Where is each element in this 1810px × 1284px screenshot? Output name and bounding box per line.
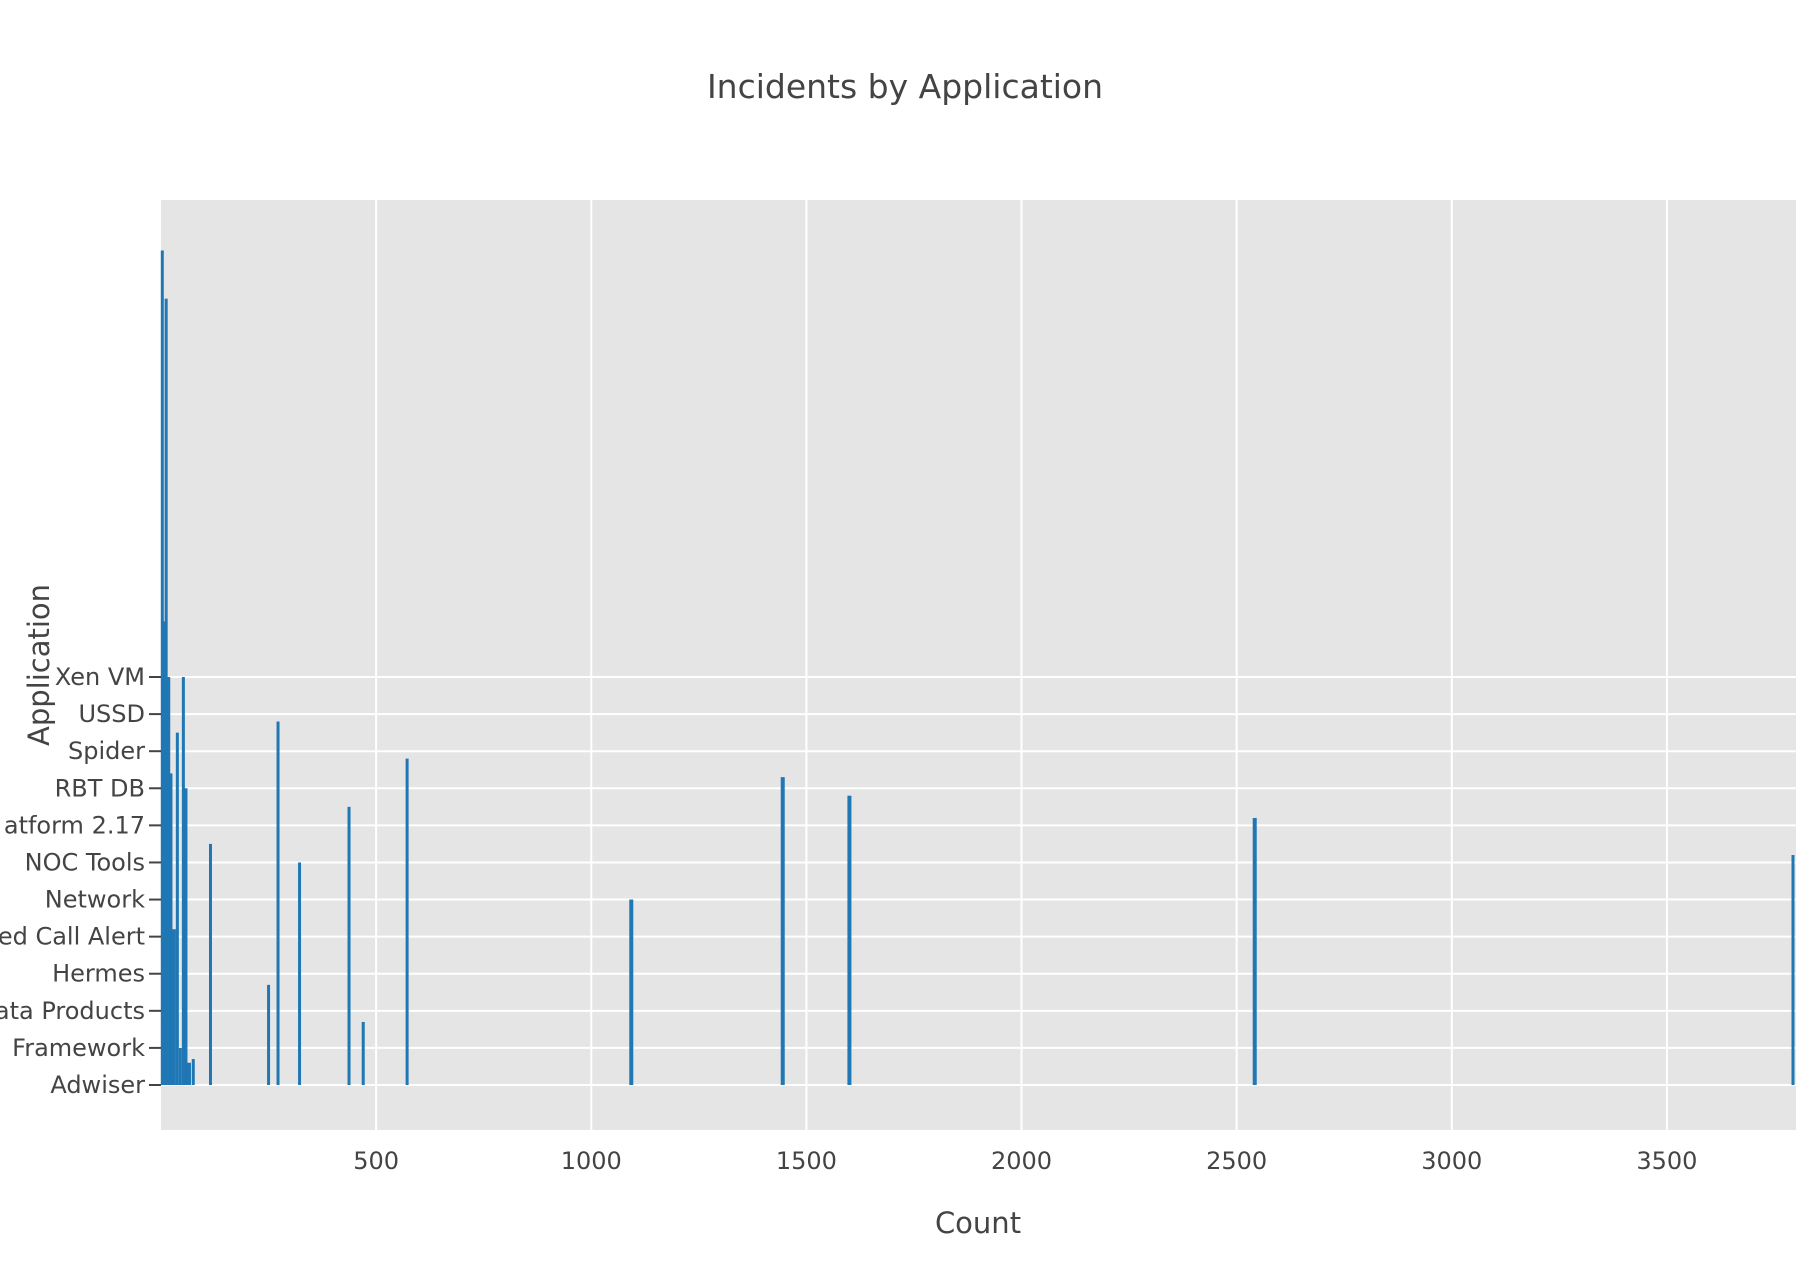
bar xyxy=(178,1047,182,1085)
bar xyxy=(191,1059,195,1085)
bar xyxy=(780,777,785,1085)
bar xyxy=(1791,855,1795,1085)
bar xyxy=(181,677,185,1085)
bar xyxy=(347,806,351,1085)
chart-title: Incidents by Application xyxy=(707,67,1103,106)
bar xyxy=(186,1062,191,1085)
bar xyxy=(276,721,280,1085)
x-tick-label: 500 xyxy=(353,1147,399,1175)
bar xyxy=(160,250,164,1086)
bar xyxy=(165,1025,170,1085)
bar xyxy=(175,732,179,1085)
x-tick-label: 3000 xyxy=(1421,1147,1482,1175)
bar xyxy=(629,899,634,1085)
y-tick-label: Spider xyxy=(68,737,145,765)
x-axis: 500 1000 1500 2000 2500 3000 3500 xyxy=(353,1147,1697,1175)
bar xyxy=(168,773,173,1085)
y-tick-label: Framework xyxy=(12,1034,145,1062)
y-tick-label: Xen VM xyxy=(55,663,145,691)
y-tick-label: ed Call Alert xyxy=(0,923,145,951)
y-tick-label: Network xyxy=(45,886,145,914)
y-tick-label: USSD xyxy=(78,700,145,728)
y-tick-label: Adwiser xyxy=(50,1071,145,1099)
x-tick-label: 1000 xyxy=(561,1147,622,1175)
y-tick-label: RBT DB xyxy=(55,774,145,802)
y-tick-label: Hermes xyxy=(52,960,145,988)
y-axis: Adwiser Framework ata Products Hermes ed Cal… xyxy=(0,663,161,1099)
y-tick-label: atform 2.17 xyxy=(4,811,145,839)
bar xyxy=(208,843,212,1085)
x-tick-label: 2000 xyxy=(991,1147,1052,1175)
x-tick-label: 3500 xyxy=(1636,1147,1697,1175)
bar xyxy=(298,862,302,1085)
y-tick-label: ata Products xyxy=(0,997,145,1025)
bars xyxy=(160,250,1795,1086)
bar xyxy=(847,795,852,1085)
y-axis-title: Application xyxy=(22,584,56,746)
grid-lines xyxy=(161,200,1796,1130)
bar xyxy=(1252,817,1257,1085)
bar xyxy=(171,929,176,1085)
x-tick-label: 2500 xyxy=(1206,1147,1267,1175)
bar xyxy=(164,298,168,1085)
x-tick-label: 1500 xyxy=(776,1147,837,1175)
bar xyxy=(405,758,409,1085)
bar xyxy=(361,1021,365,1085)
bar xyxy=(267,984,271,1085)
bar xyxy=(161,832,166,1085)
x-axis-title: Count xyxy=(935,1206,1021,1240)
plot-area xyxy=(161,200,1796,1130)
y-tick-label: NOC Tools xyxy=(25,848,145,876)
bar xyxy=(184,788,188,1085)
